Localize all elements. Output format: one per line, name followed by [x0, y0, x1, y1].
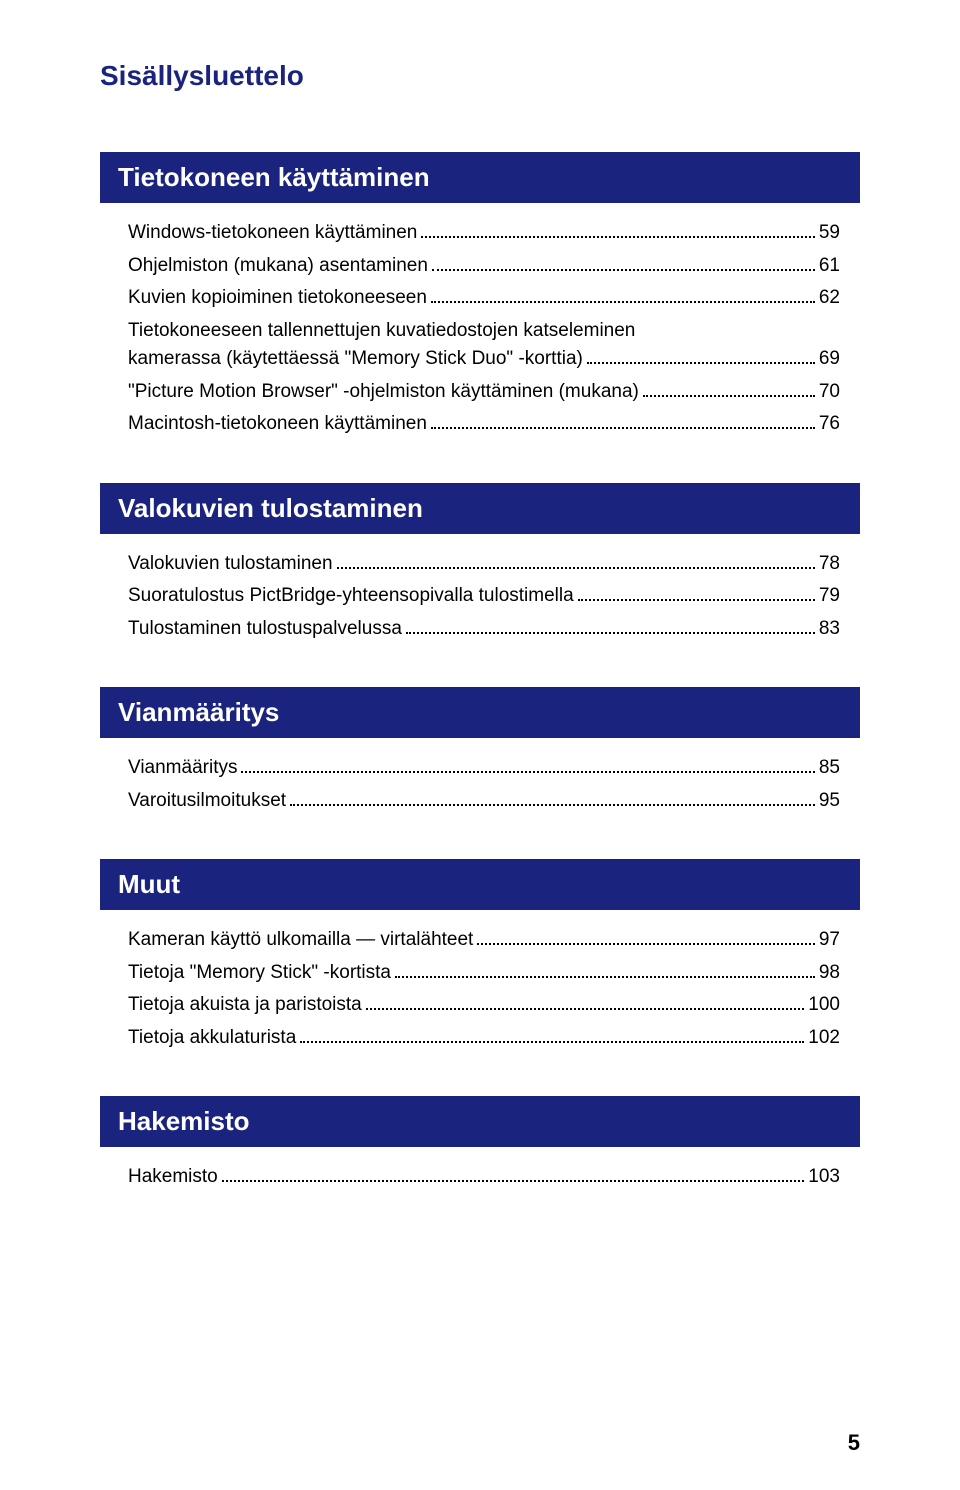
section-header: Muut	[100, 859, 860, 910]
toc-entry: Suoratulostus PictBridge-yhteensopivalla…	[128, 582, 840, 611]
toc-entry-page: 69	[819, 345, 840, 374]
toc-entry-label: Macintosh-tietokoneen käyttäminen	[128, 410, 427, 439]
toc-entry-label: Suoratulostus PictBridge-yhteensopivalla…	[128, 582, 574, 611]
toc-entry-label: Hakemisto	[128, 1163, 218, 1192]
toc-entry-label: kamerassa (käytettäessä "Memory Stick Du…	[128, 345, 583, 374]
toc-entry: Tietoja "Memory Stick" -kortista 98	[128, 959, 840, 988]
toc-entry-label: Valokuvien tulostaminen	[128, 550, 333, 579]
toc-leader-dots	[300, 1041, 804, 1043]
toc-entry-label: Tietoja akkulaturista	[128, 1024, 296, 1053]
toc-leader-dots	[432, 269, 815, 271]
toc-entry-page: 59	[819, 219, 840, 248]
toc-leader-dots	[421, 236, 814, 238]
toc-entry: Vianmääritys 85	[128, 754, 840, 783]
section-header: Valokuvien tulostaminen	[100, 483, 860, 534]
toc-entry-label: Windows-tietokoneen käyttäminen	[128, 219, 417, 248]
page-title: Sisällysluettelo	[100, 60, 860, 92]
toc-leader-dots	[241, 771, 814, 773]
section-entries: Windows-tietokoneen käyttäminen 59 Ohjelmi…	[100, 219, 860, 453]
toc-entry-label: Ohjelmiston (mukana) asentaminen	[128, 252, 428, 281]
section-entries: Valokuvien tulostaminen 78 Suoratulostus P…	[100, 550, 860, 658]
section-entries: Vianmääritys 85 Varoitusilmoitukset 95	[100, 754, 860, 829]
toc-entry-page: 70	[819, 378, 840, 407]
toc-entry-page: 76	[819, 410, 840, 439]
toc-entry-page: 78	[819, 550, 840, 579]
toc-entry-page: 98	[819, 959, 840, 988]
toc-entry-page: 79	[819, 582, 840, 611]
toc-entry: Varoitusilmoitukset 95	[128, 787, 840, 816]
toc-entry-label: Tulostaminen tulostuspalvelussa	[128, 615, 402, 644]
toc-leader-dots	[477, 943, 815, 945]
toc-leader-dots	[337, 567, 815, 569]
toc-entry-label: Kameran käyttö ulkomailla — virtalähteet	[128, 926, 473, 955]
section-header: Tietokoneen käyttäminen	[100, 152, 860, 203]
toc-entry: Macintosh-tietokoneen käyttäminen 76	[128, 410, 840, 439]
toc-entry: Windows-tietokoneen käyttäminen 59	[128, 219, 840, 248]
section-entries: Kameran käyttö ulkomailla — virtalähteet…	[100, 926, 860, 1066]
page-number: 5	[848, 1430, 860, 1456]
toc-entry: Tietoja akuista ja paristoista 100	[128, 991, 840, 1020]
toc-leader-dots	[431, 301, 815, 303]
toc-leader-dots	[366, 1008, 805, 1010]
toc-entry: Ohjelmiston (mukana) asentaminen 61	[128, 252, 840, 281]
toc-entry-label: Tietoja akuista ja paristoista	[128, 991, 362, 1020]
toc-entry-label: Vianmääritys	[128, 754, 237, 783]
toc-leader-dots	[578, 599, 815, 601]
toc-entry-page: 103	[808, 1163, 840, 1192]
toc-leader-dots	[587, 362, 815, 364]
toc-entry-page: 61	[819, 252, 840, 281]
toc-entry-label: Tietoja "Memory Stick" -kortista	[128, 959, 391, 988]
toc-leader-dots	[406, 632, 815, 634]
toc-leader-dots	[395, 976, 815, 978]
toc-entry: Tulostaminen tulostuspalvelussa 83	[128, 615, 840, 644]
toc-entry-page: 95	[819, 787, 840, 816]
toc-leader-dots	[431, 427, 815, 429]
toc-entry-page: 85	[819, 754, 840, 783]
section-header: Hakemisto	[100, 1096, 860, 1147]
toc-entry-page: 97	[819, 926, 840, 955]
toc-entry-label: "Picture Motion Browser" -ohjelmiston kä…	[128, 378, 639, 407]
toc-entry-label: Varoitusilmoitukset	[128, 787, 286, 816]
section-header: Vianmääritys	[100, 687, 860, 738]
toc-entry: Hakemisto 103	[128, 1163, 840, 1192]
toc-leader-dots	[643, 395, 815, 397]
toc-entry-page: 100	[808, 991, 840, 1020]
toc-entry-label: Kuvien kopioiminen tietokoneeseen	[128, 284, 427, 313]
toc-entry-page: 83	[819, 615, 840, 644]
section-entries: Hakemisto 103	[100, 1163, 860, 1206]
toc-leader-dots	[290, 804, 815, 806]
toc-entry: "Picture Motion Browser" -ohjelmiston kä…	[128, 378, 840, 407]
toc-entry-page: 62	[819, 284, 840, 313]
toc-entry: Kameran käyttö ulkomailla — virtalähteet…	[128, 926, 840, 955]
toc-entry-page: 102	[808, 1024, 840, 1053]
toc-entry: Valokuvien tulostaminen 78	[128, 550, 840, 579]
toc-entry-label-pre: Tietokoneeseen tallennettujen kuvatiedos…	[128, 317, 840, 346]
sections-container: Tietokoneen käyttäminen Windows-tietokone…	[100, 152, 860, 1206]
toc-entry: Tietokoneeseen tallennettujen kuvatiedos…	[128, 317, 840, 374]
toc-leader-dots	[222, 1180, 805, 1182]
toc-entry: Tietoja akkulaturista 102	[128, 1024, 840, 1053]
toc-entry: Kuvien kopioiminen tietokoneeseen 62	[128, 284, 840, 313]
